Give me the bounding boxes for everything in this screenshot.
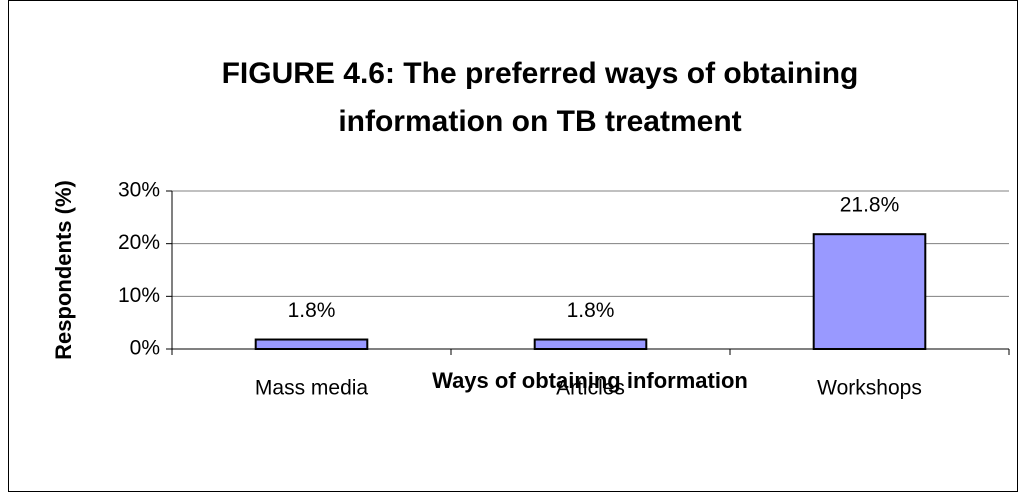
bar (254, 338, 369, 350)
value-label: 1.8% (567, 299, 615, 322)
chart-title: information on TB treatment (338, 105, 741, 138)
x-tick-label: Articles (556, 377, 625, 400)
chart-title: FIGURE 4.6: The preferred ways of obtain… (222, 57, 859, 90)
value-label: 1.8% (288, 299, 336, 322)
y-tick-label: 30% (118, 179, 160, 202)
bar (533, 338, 648, 350)
value-label: 21.8% (840, 194, 900, 217)
x-axis-label: Ways of obtaining information (432, 368, 748, 393)
x-tick-label: Workshops (817, 377, 922, 400)
bar (812, 233, 927, 350)
x-tick-label: Mass media (255, 377, 369, 400)
y-tick-label: 20% (118, 231, 160, 254)
y-tick-label: 0% (130, 337, 160, 360)
y-tick-label: 10% (118, 284, 160, 307)
y-axis-label: Respondents (%) (51, 180, 76, 360)
